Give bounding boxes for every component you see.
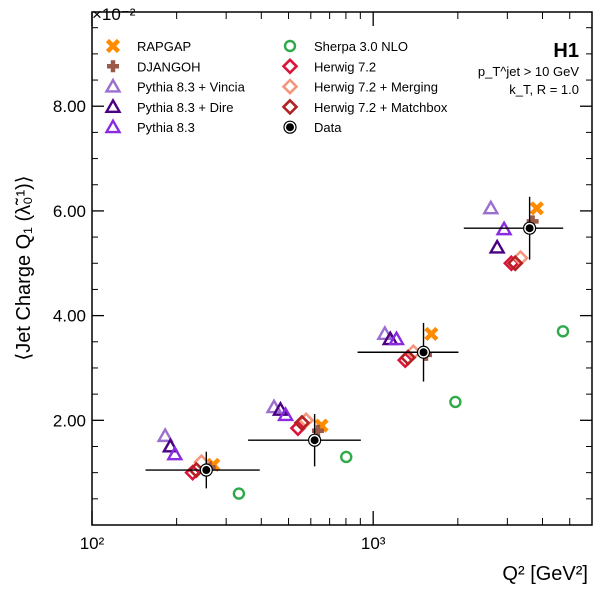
legend-label-pythia-8-3-vincia: Pythia 8.3 + Vincia bbox=[137, 80, 246, 95]
axis-ticks: 2.00 4.00 6.00 8.00 10² 10³ bbox=[53, 12, 592, 553]
legend-label-herwig-7-2-matchbox: Herwig 7.2 + Matchbox bbox=[314, 100, 448, 115]
y-tick-label: 2.00 bbox=[53, 411, 86, 430]
point-rapgap bbox=[424, 326, 439, 342]
point-sherpa-3-0-nlo bbox=[232, 487, 246, 500]
legend-label-pythia-8-3-dire: Pythia 8.3 + Dire bbox=[137, 100, 233, 115]
point-data-core bbox=[525, 224, 534, 233]
point-herwig-7-2-matchbox bbox=[293, 414, 311, 432]
series-herwig-7-2-merging bbox=[193, 249, 529, 471]
y-tick-label: 8.00 bbox=[53, 97, 86, 116]
legend-item-pythia-8-3-dire: Pythia 8.3 + Dire bbox=[104, 97, 233, 115]
point-pythia-8-3 bbox=[166, 445, 184, 461]
point-sherpa-3-0-nlo bbox=[556, 325, 570, 338]
legend-item-herwig-7-2: Herwig 7.2 bbox=[281, 57, 376, 75]
y-tick-label: 4.00 bbox=[53, 307, 86, 326]
legend-label-herwig-7-2: Herwig 7.2 bbox=[314, 59, 376, 74]
legend-item-pythia-8-3-vincia: Pythia 8.3 + Vincia bbox=[104, 77, 246, 95]
legend-marker-pythia-8-3-vincia bbox=[104, 77, 122, 93]
legend-label-pythia-8-3: Pythia 8.3 bbox=[137, 120, 195, 135]
data-marks bbox=[145, 196, 570, 500]
legend-item-herwig-7-2-merging: Herwig 7.2 + Merging bbox=[281, 78, 438, 95]
legend-marker-herwig-7-2 bbox=[281, 57, 299, 75]
series-djangoh bbox=[203, 215, 539, 474]
point-pythia-8-3-dire bbox=[161, 437, 179, 453]
series-rapgap bbox=[206, 201, 544, 472]
point-pythia-8-3 bbox=[277, 406, 295, 422]
point-data-core bbox=[202, 466, 211, 475]
legend: RAPGAP DJANGOH Pythia 8.3 + Vincia Pythia 8… bbox=[104, 38, 448, 135]
point-data-core bbox=[419, 348, 428, 357]
legend-marker-pythia-8-3-dire bbox=[104, 97, 122, 113]
point-sherpa-3-0-nlo bbox=[340, 450, 353, 464]
series-herwig-7-2-matchbox bbox=[188, 254, 524, 479]
point-sherpa-3-0-nlo bbox=[449, 395, 462, 409]
plot-frame bbox=[91, 11, 593, 526]
point-pythia-8-3 bbox=[387, 330, 406, 346]
y-axis-title: ⟨Jet Charge Q₁ (λ̃₀¹)⟩ bbox=[13, 175, 35, 360]
series-sherpa-3-0-nlo bbox=[232, 325, 570, 500]
point-herwig-7-2 bbox=[289, 419, 307, 437]
point-pythia-8-3-vincia bbox=[376, 325, 394, 341]
series-data bbox=[145, 196, 564, 489]
series-pythia-8-3-vincia bbox=[156, 199, 500, 443]
point-rapgap bbox=[529, 201, 544, 216]
legend-marker-djangoh bbox=[107, 60, 119, 73]
y-multiplier-label: ×10⁻² bbox=[92, 5, 136, 24]
y-tick-label: 6.00 bbox=[53, 202, 86, 221]
legend-marker-pythia-8-3 bbox=[104, 118, 122, 134]
legend-label-herwig-7-2-merging: Herwig 7.2 + Merging bbox=[314, 80, 438, 95]
x-axis-title: Q² [GeV²] bbox=[502, 563, 588, 585]
legend-item-djangoh: DJANGOH bbox=[107, 59, 201, 74]
legend-marker-herwig-7-2-merging bbox=[281, 78, 299, 95]
x-tick-label: 10³ bbox=[361, 534, 386, 553]
point-pythia-8-3-dire bbox=[488, 238, 506, 254]
legend-label-data: Data bbox=[314, 120, 342, 135]
legend-item-sherpa-3-0-nlo: Sherpa 3.0 NLO bbox=[283, 39, 408, 54]
legend-item-pythia-8-3: Pythia 8.3 bbox=[104, 118, 195, 135]
legend-label-sherpa-3-0-nlo: Sherpa 3.0 NLO bbox=[314, 39, 408, 54]
series-herwig-7-2 bbox=[184, 254, 520, 481]
point-pythia-8-3-vincia bbox=[156, 427, 174, 443]
legend-marker-herwig-7-2-matchbox bbox=[281, 98, 299, 116]
series-pythia-8-3-dire bbox=[161, 238, 506, 453]
point-pythia-8-3-vincia bbox=[265, 398, 283, 414]
legend-label-djangoh: DJANGOH bbox=[137, 59, 201, 74]
point-herwig-7-2-matchbox bbox=[399, 349, 417, 366]
legend-item-rapgap: RAPGAP bbox=[105, 38, 191, 54]
experiment-label: H1 bbox=[553, 40, 579, 62]
algorithm-label: k_T, R = 1.0 bbox=[509, 82, 579, 97]
pt-cut-label: p_T^jet > 10 GeV bbox=[478, 64, 579, 79]
legend-label-rapgap: RAPGAP bbox=[137, 39, 191, 54]
legend-item-herwig-7-2-matchbox: Herwig 7.2 + Matchbox bbox=[281, 98, 448, 116]
legend-marker-data-core bbox=[286, 123, 294, 132]
series-pythia-8-3 bbox=[166, 220, 513, 461]
point-pythia-8-3-dire bbox=[271, 400, 290, 416]
point-herwig-7-2-matchbox bbox=[506, 254, 524, 272]
legend-item-data: Data bbox=[283, 120, 342, 135]
point-data-core bbox=[310, 436, 319, 445]
point-pythia-8-3-vincia bbox=[482, 199, 500, 215]
x-tick-label: 10² bbox=[80, 534, 105, 553]
legend-marker-sherpa-3-0-nlo bbox=[283, 39, 297, 53]
legend-marker-rapgap bbox=[105, 38, 121, 54]
